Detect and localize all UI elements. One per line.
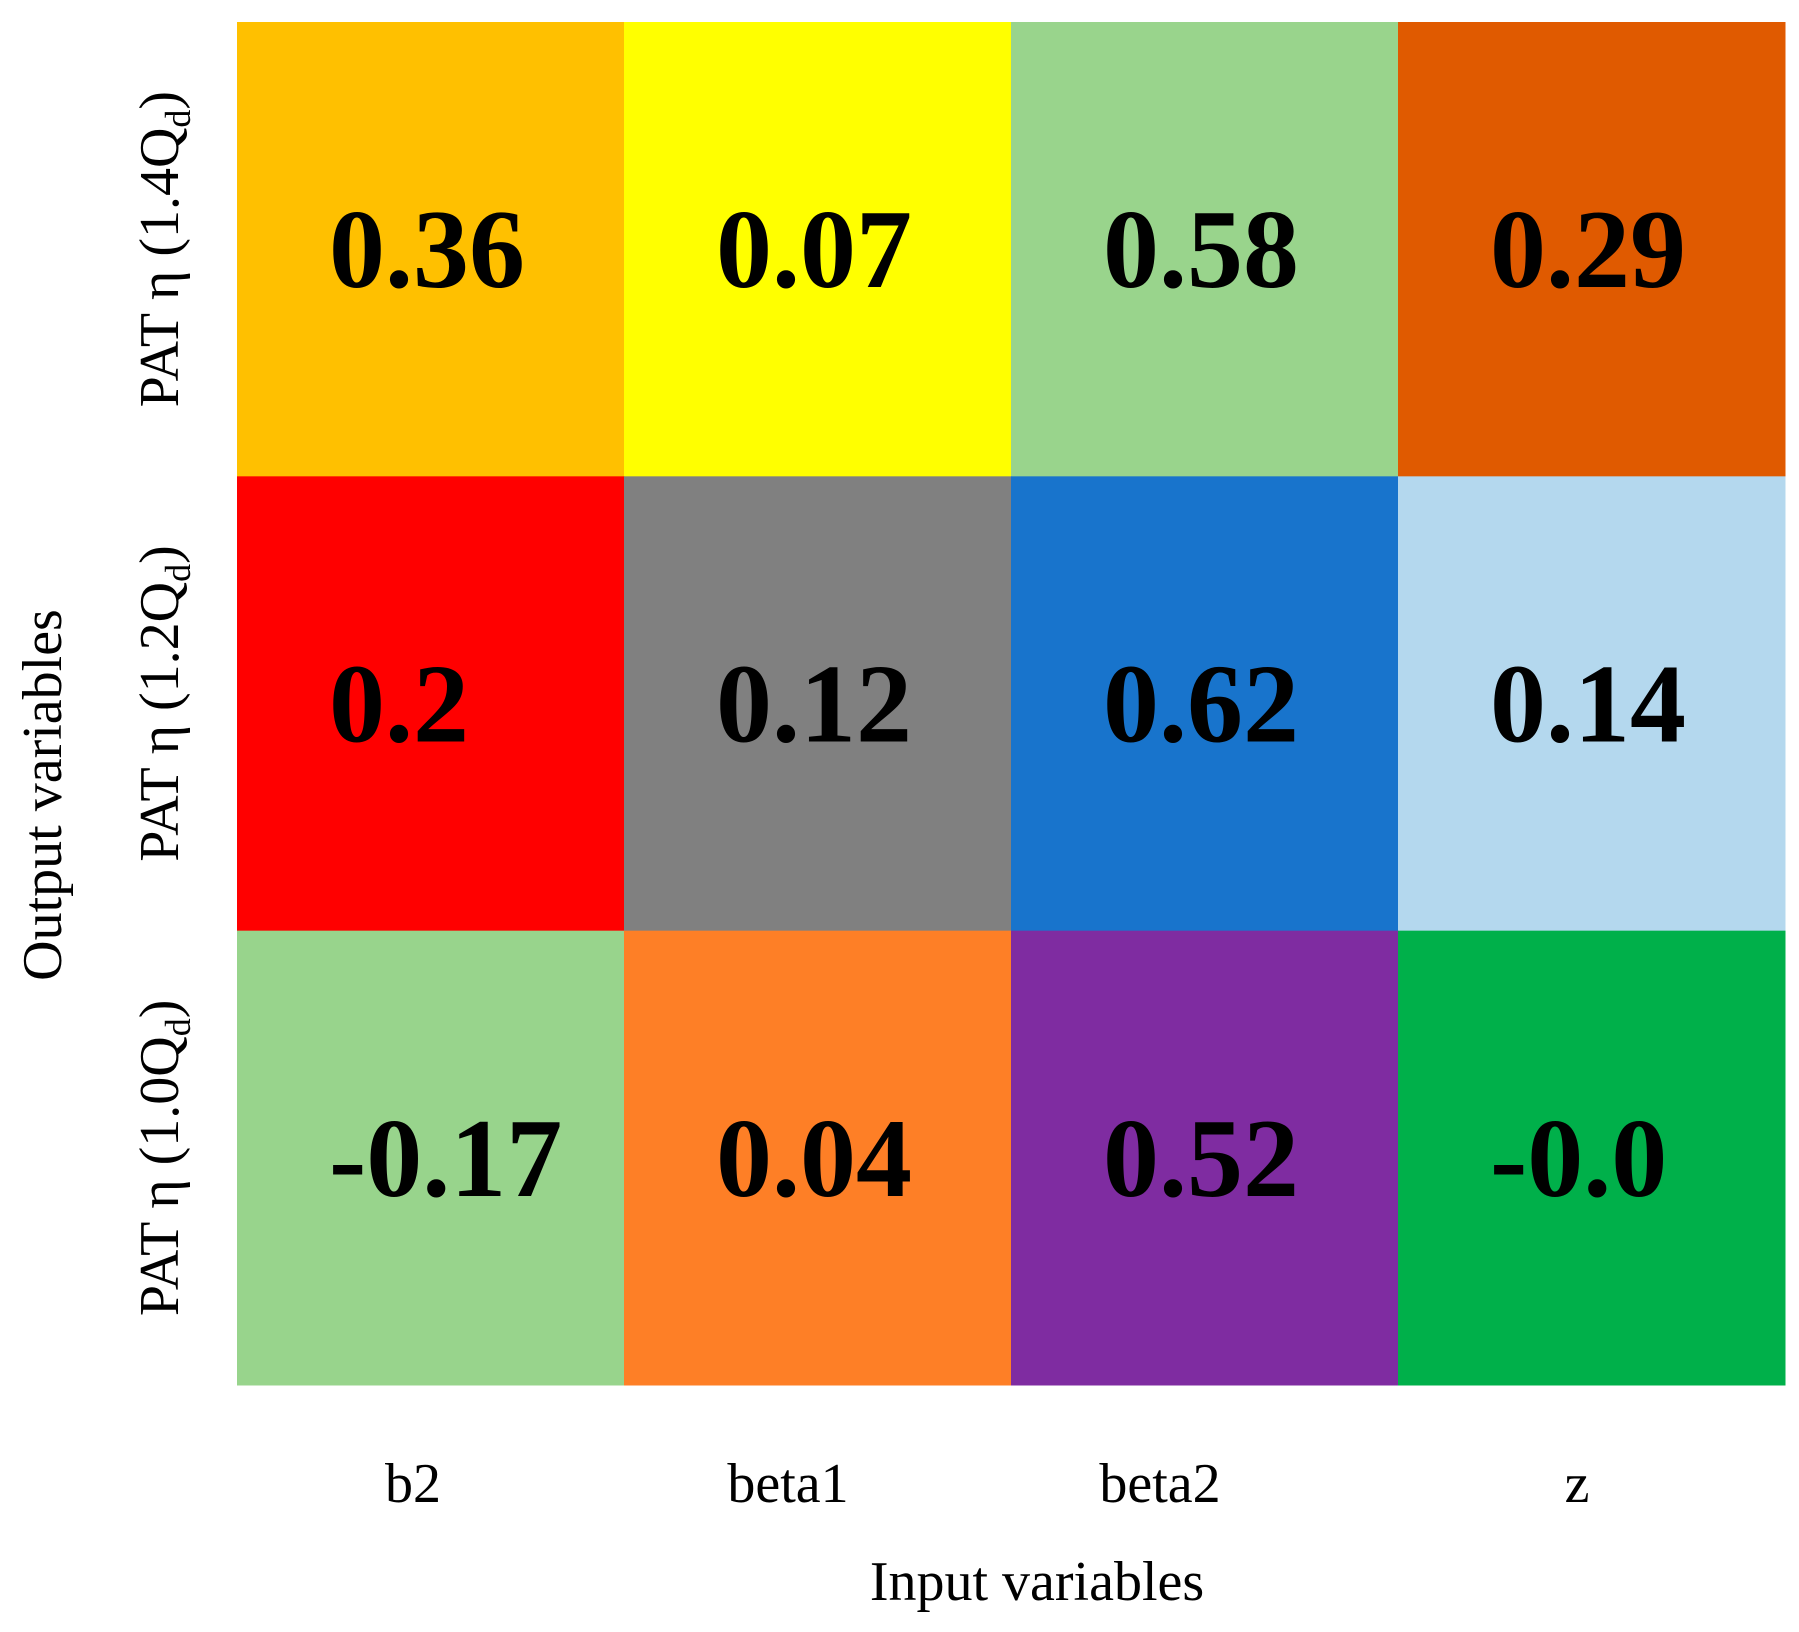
heatmap-cell [237, 22, 625, 477]
heatmap-cell [1398, 930, 1786, 1386]
y-tick-label: PAT η (1.2Qd) [129, 545, 198, 861]
cell-value-label: 0.36 [329, 188, 525, 312]
cell-value-label: 0.29 [1490, 188, 1686, 312]
heatmap-cell [624, 22, 1012, 477]
cell-value-label: 0.62 [1103, 643, 1299, 767]
x-tick-labels: b2 beta1 beta2 z [385, 1453, 1589, 1515]
y-tick-label: PAT η (1.0Qd) [129, 1000, 198, 1316]
heatmap-cell [1011, 476, 1399, 932]
y-tick-labels: PAT η (1.4Qd) PAT η (1.2Qd) PAT η (1.0Qd) [129, 91, 198, 1316]
heatmap-cell [624, 476, 1012, 932]
cell-value-label: 0.04 [716, 1097, 912, 1221]
cell-value-label: -0.17 [329, 1097, 562, 1221]
y-tick-label: PAT η (1.4Qd) [129, 91, 198, 407]
cell-value-label: 0.52 [1103, 1097, 1299, 1221]
x-tick-label: z [1565, 1453, 1590, 1515]
heatmap-cell [237, 930, 625, 1386]
cell-value-label: -0.0 [1490, 1097, 1667, 1221]
heatmap-cell [1011, 22, 1399, 477]
x-axis-label: Input variables [870, 1551, 1204, 1613]
cell-value-label: 0.07 [716, 188, 912, 312]
x-tick-label: beta1 [727, 1453, 848, 1515]
heatmap-cell [1011, 930, 1399, 1386]
x-tick-label: beta2 [1099, 1453, 1220, 1515]
heatmap-cells: 0.36 0.07 0.58 0.29 0.2 0.12 0.62 0.14 -0.17 0.04… [237, 22, 1786, 1386]
y-axis-label: Output variables [12, 609, 74, 981]
heatmap-cell [1398, 476, 1786, 932]
cell-value-label: 0.14 [1490, 643, 1686, 767]
x-tick-label: b2 [385, 1453, 441, 1515]
cell-value-label: 0.2 [329, 643, 469, 767]
heatmap-cell [237, 476, 625, 932]
heatmap-cell [624, 930, 1012, 1386]
heatmap-cell [1398, 22, 1786, 477]
cell-value-label: 0.12 [716, 643, 912, 767]
cell-value-label: 0.58 [1103, 188, 1299, 312]
